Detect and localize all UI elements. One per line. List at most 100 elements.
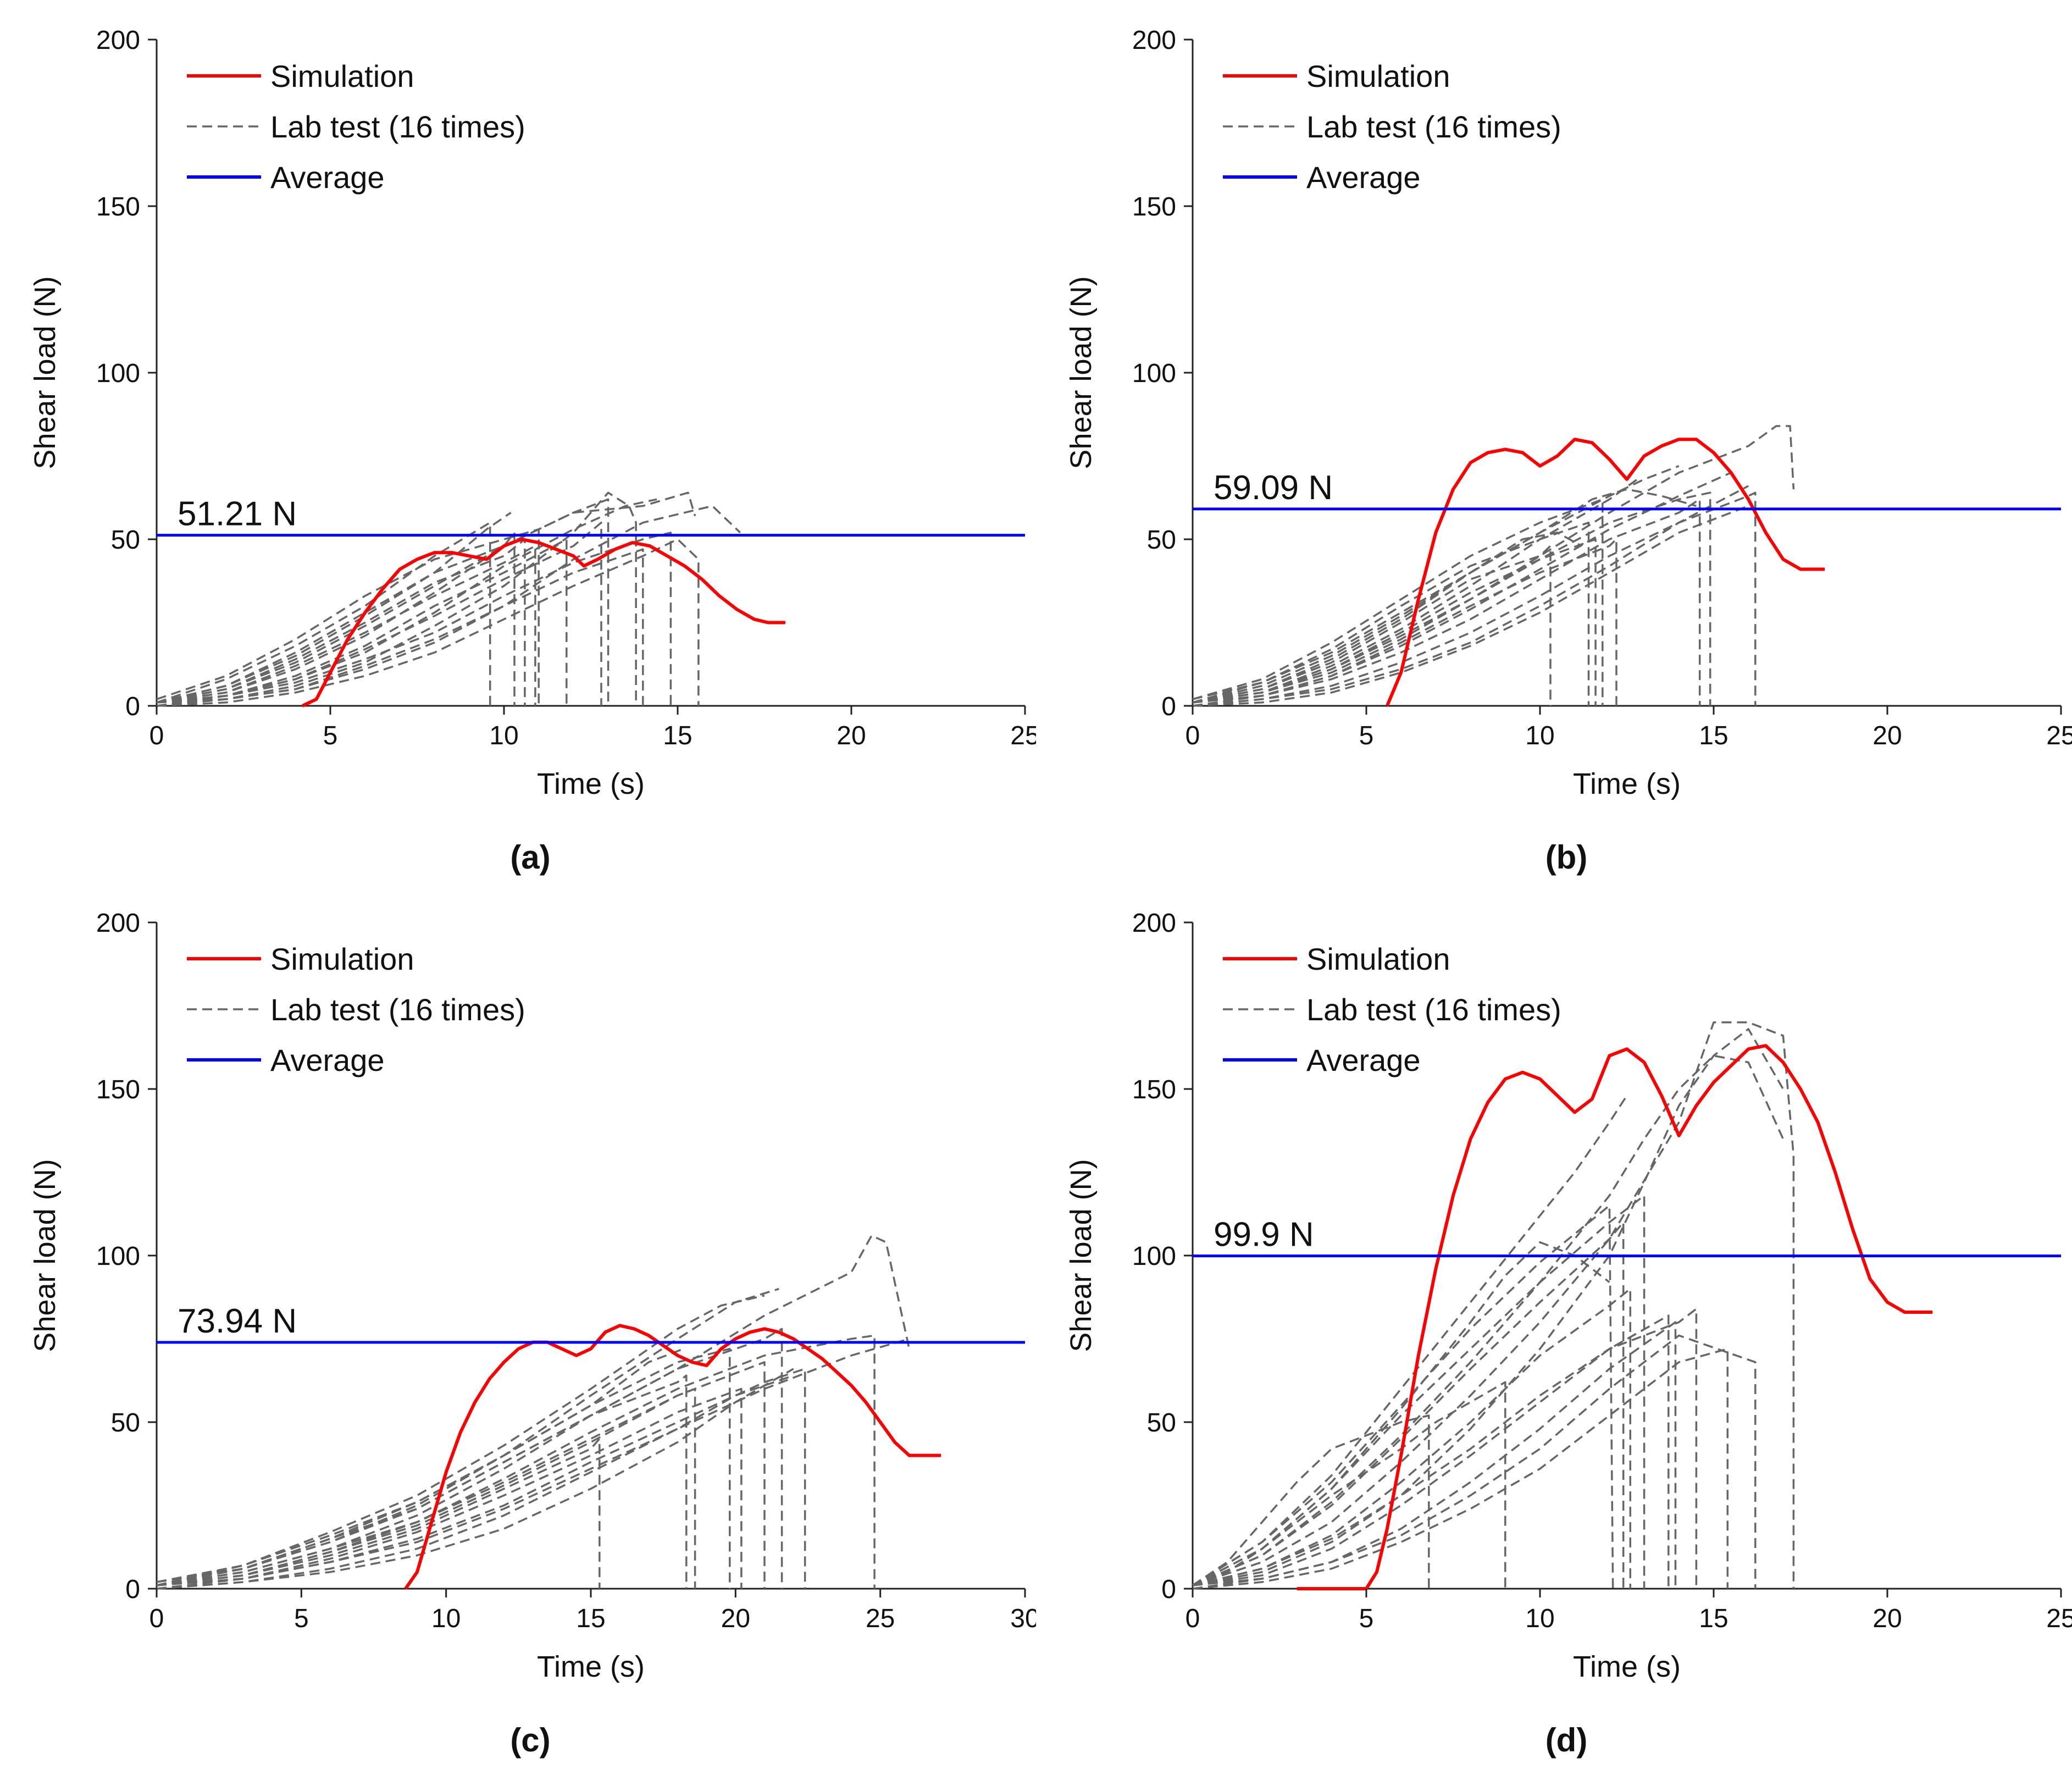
y-tick-label: 200: [96, 26, 140, 55]
y-tick-label: 100: [96, 1242, 140, 1271]
x-tick-label: 0: [1185, 721, 1200, 750]
y-tick-label: 0: [1161, 1575, 1176, 1604]
x-tick-label: 10: [1525, 1604, 1554, 1633]
lab-test-line: [1192, 1334, 1757, 1589]
chart-svg-d: 99.9 N 0 5 10 15 20 25 0 50 100 150 200 Simulation…: [1065, 909, 2072, 1759]
lab-test-line: [1192, 1347, 1729, 1590]
lab-test-line: [1192, 425, 1795, 704]
lab-test-line: [156, 1387, 743, 1589]
y-tick-label: 0: [1161, 692, 1176, 721]
x-tick-label: 10: [1525, 721, 1554, 750]
series-layer: [1192, 425, 1825, 707]
x-tick-label: 15: [663, 721, 692, 750]
lab-test-line: [1192, 485, 1749, 707]
y-tick-label: 0: [125, 1575, 140, 1604]
chart-panel-b: 59.09 N 0 5 10 15 20 25 0 50 100 150 200 Simulatio…: [1036, 0, 2072, 883]
panel-caption: (c): [510, 1722, 550, 1759]
y-tick-label: 50: [111, 1408, 140, 1438]
x-tick-label: 5: [294, 1604, 309, 1633]
x-tick-label: 0: [149, 721, 164, 750]
legend-lab-label: Lab test (16 times): [1306, 109, 1561, 144]
legend-lab-label: Lab test (16 times): [270, 992, 525, 1027]
x-tick-label: 25: [2046, 1604, 2072, 1633]
lab-test-line: [1192, 1221, 1625, 1589]
y-tick-label: 100: [1132, 1242, 1176, 1271]
lab-test-line: [156, 1438, 601, 1589]
lab-test-line: [1192, 505, 1749, 707]
y-tick-label: 50: [1147, 1408, 1176, 1438]
x-tick-label: 5: [1359, 721, 1374, 750]
y-tick-label: 100: [96, 359, 140, 388]
simulation-line: [1386, 438, 1825, 707]
x-axis-label: Time (s): [1573, 1650, 1681, 1683]
y-tick-label: 100: [1132, 359, 1176, 388]
lab-test-line: [156, 548, 644, 707]
chart-svg-a: 51.21 N 0 5 10 15 20 25 0 50 100 150 200 Simulatio…: [29, 26, 1040, 876]
chart-panel-c: 73.94 N 0 5 10 15 20 25 30 0 50 100 150 200 Simulat…: [0, 883, 1040, 1766]
legend-average-label: Average: [1306, 1043, 1421, 1077]
chart-panel-d: 99.9 N 0 5 10 15 20 25 0 50 100 150 200 Simulation…: [1036, 883, 2072, 1766]
lab-test-line: [156, 532, 672, 706]
legend-lab-label: Lab test (16 times): [1306, 992, 1561, 1027]
panel-caption: (a): [510, 839, 550, 876]
lab-test-line: [1192, 465, 1680, 700]
x-tick-label: 5: [1359, 1604, 1374, 1633]
y-tick-label: 150: [96, 1075, 140, 1104]
lab-test-line: [1192, 1287, 1632, 1589]
series-layer: [156, 491, 785, 707]
lab-test-line: [1192, 1028, 1784, 1586]
lab-test-line: [1192, 545, 1552, 706]
lab-test-line: [1192, 498, 1604, 706]
chart-panel-a: 51.21 N 0 5 10 15 20 25 0 50 100 150 200 Simulatio…: [0, 0, 1040, 883]
lab-test-line: [156, 521, 491, 706]
x-tick-label: 0: [149, 1604, 164, 1633]
x-axis-label: Time (s): [537, 1650, 645, 1683]
y-tick-label: 50: [111, 526, 140, 555]
lab-test-line: [1192, 1054, 1784, 1586]
x-tick-label: 20: [721, 1604, 750, 1633]
x-tick-label: 15: [576, 1604, 605, 1633]
legend-average-label: Average: [270, 160, 385, 195]
y-axis-label: Shear load (N): [1065, 1159, 1098, 1352]
lab-test-line: [1192, 472, 1732, 704]
lab-test-line: [156, 1387, 696, 1589]
legend-average-label: Average: [270, 1043, 385, 1077]
x-tick-label: 0: [1185, 1604, 1200, 1633]
lab-test-line: [156, 1347, 731, 1589]
legend-simulation-label: Simulation: [270, 942, 414, 976]
series-layer: [1192, 1021, 1933, 1590]
lab-test-line: [156, 498, 610, 706]
legend-simulation-label: Simulation: [1306, 942, 1450, 976]
ticks-layer: 0 5 10 15 20 25 0 50 100 150 200: [1132, 26, 2072, 750]
x-tick-label: 15: [1699, 1604, 1728, 1633]
legend-lab-label: Lab test (16 times): [270, 109, 525, 144]
x-tick-label: 25: [2046, 721, 2072, 750]
lab-test-line: [156, 512, 512, 704]
simulation-line: [1297, 1044, 1933, 1590]
lab-test-line: [156, 1294, 765, 1586]
lab-test-line: [156, 498, 657, 704]
y-tick-label: 150: [1132, 192, 1176, 222]
y-axis-label: Shear load (N): [29, 276, 62, 469]
y-tick-label: 200: [1132, 909, 1176, 938]
lab-test-line: [156, 538, 700, 707]
y-axis-label: Shear load (N): [29, 1159, 62, 1352]
lab-test-line: [156, 1348, 684, 1583]
x-tick-label: 25: [866, 1604, 895, 1633]
lab-test-line: [156, 528, 540, 706]
x-tick-label: 15: [1699, 721, 1728, 750]
x-tick-label: 20: [1872, 721, 1902, 750]
lab-test-line: [156, 1234, 911, 1586]
x-tick-label: 10: [489, 721, 518, 750]
panel-caption: (d): [1545, 1722, 1588, 1759]
y-axis-label: Shear load (N): [1065, 276, 1098, 469]
ticks-layer: 0 5 10 15 20 25 0 50 100 150 200: [96, 26, 1040, 750]
average-label: 73.94 N: [178, 1302, 297, 1340]
x-tick-label: 10: [431, 1604, 461, 1633]
legend-simulation-label: Simulation: [1306, 59, 1450, 93]
lab-test-line: [156, 1368, 794, 1590]
lab-test-line: [1192, 478, 1638, 704]
y-tick-label: 150: [96, 192, 140, 222]
lab-test-line: [1192, 1021, 1795, 1589]
lab-test-line: [156, 491, 637, 706]
